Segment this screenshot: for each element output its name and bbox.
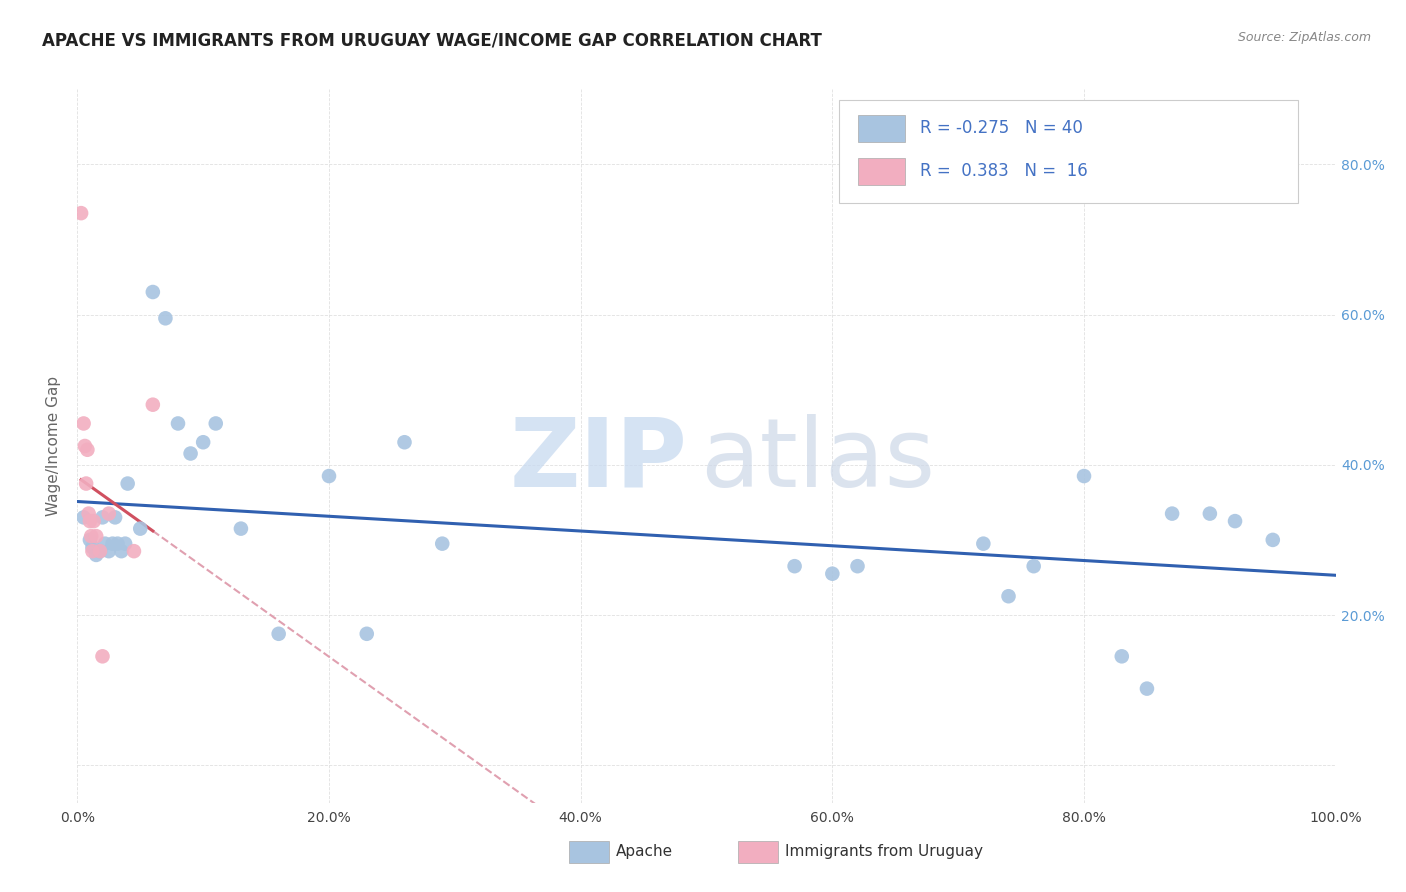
Point xyxy=(97,507,120,521)
Point xyxy=(1161,507,1184,521)
Point xyxy=(84,548,107,562)
Text: APACHE VS IMMIGRANTS FROM URUGUAY WAGE/INCOME GAP CORRELATION CHART: APACHE VS IMMIGRANTS FROM URUGUAY WAGE/I… xyxy=(42,31,823,49)
FancyBboxPatch shape xyxy=(838,100,1298,203)
Point xyxy=(267,627,290,641)
Text: ZIP: ZIP xyxy=(510,414,688,507)
Point xyxy=(72,417,94,431)
Point xyxy=(75,476,97,491)
Point xyxy=(972,536,994,550)
Point xyxy=(1261,533,1284,547)
Point xyxy=(191,435,215,450)
Point xyxy=(73,439,96,453)
Point xyxy=(1136,681,1159,696)
Point xyxy=(129,522,152,536)
Point xyxy=(82,544,104,558)
Point xyxy=(114,536,136,550)
Point xyxy=(783,559,806,574)
Point xyxy=(91,649,114,664)
Point xyxy=(394,435,416,450)
Point xyxy=(821,566,844,581)
Text: Source: ZipAtlas.com: Source: ZipAtlas.com xyxy=(1237,31,1371,45)
Point xyxy=(204,417,226,431)
Point xyxy=(356,627,378,641)
Point xyxy=(142,285,165,299)
Point xyxy=(1022,559,1045,574)
Point xyxy=(89,544,111,558)
Point xyxy=(104,510,127,524)
Point xyxy=(101,536,124,550)
Point xyxy=(122,544,145,558)
Point xyxy=(79,533,101,547)
Point xyxy=(1111,649,1133,664)
Point xyxy=(997,589,1019,603)
Point xyxy=(91,510,114,524)
Point xyxy=(142,398,165,412)
Point xyxy=(1073,469,1095,483)
Y-axis label: Wage/Income Gap: Wage/Income Gap xyxy=(45,376,60,516)
Point xyxy=(432,536,454,550)
Point xyxy=(117,476,139,491)
Text: atlas: atlas xyxy=(700,414,935,507)
Point xyxy=(94,536,117,550)
Point xyxy=(318,469,340,483)
Point xyxy=(77,507,100,521)
Text: R = -0.275   N = 40: R = -0.275 N = 40 xyxy=(921,120,1083,137)
Point xyxy=(97,544,120,558)
Point xyxy=(84,529,107,543)
FancyBboxPatch shape xyxy=(858,158,905,185)
Point xyxy=(229,522,252,536)
Point xyxy=(76,442,98,457)
Point xyxy=(180,446,202,460)
Point xyxy=(72,510,94,524)
Point xyxy=(82,541,104,555)
Text: Immigrants from Uruguay: Immigrants from Uruguay xyxy=(785,845,983,859)
Point xyxy=(107,536,129,550)
Text: R =  0.383   N =  16: R = 0.383 N = 16 xyxy=(921,162,1088,180)
Point xyxy=(83,514,105,528)
Point xyxy=(79,514,101,528)
Text: Apache: Apache xyxy=(616,845,673,859)
FancyBboxPatch shape xyxy=(858,115,905,142)
Point xyxy=(80,529,103,543)
Point xyxy=(155,311,177,326)
Point xyxy=(167,417,190,431)
Point xyxy=(89,544,111,558)
Point xyxy=(1223,514,1246,528)
Point xyxy=(110,544,132,558)
Point xyxy=(70,206,93,220)
Point xyxy=(846,559,869,574)
Point xyxy=(1199,507,1222,521)
